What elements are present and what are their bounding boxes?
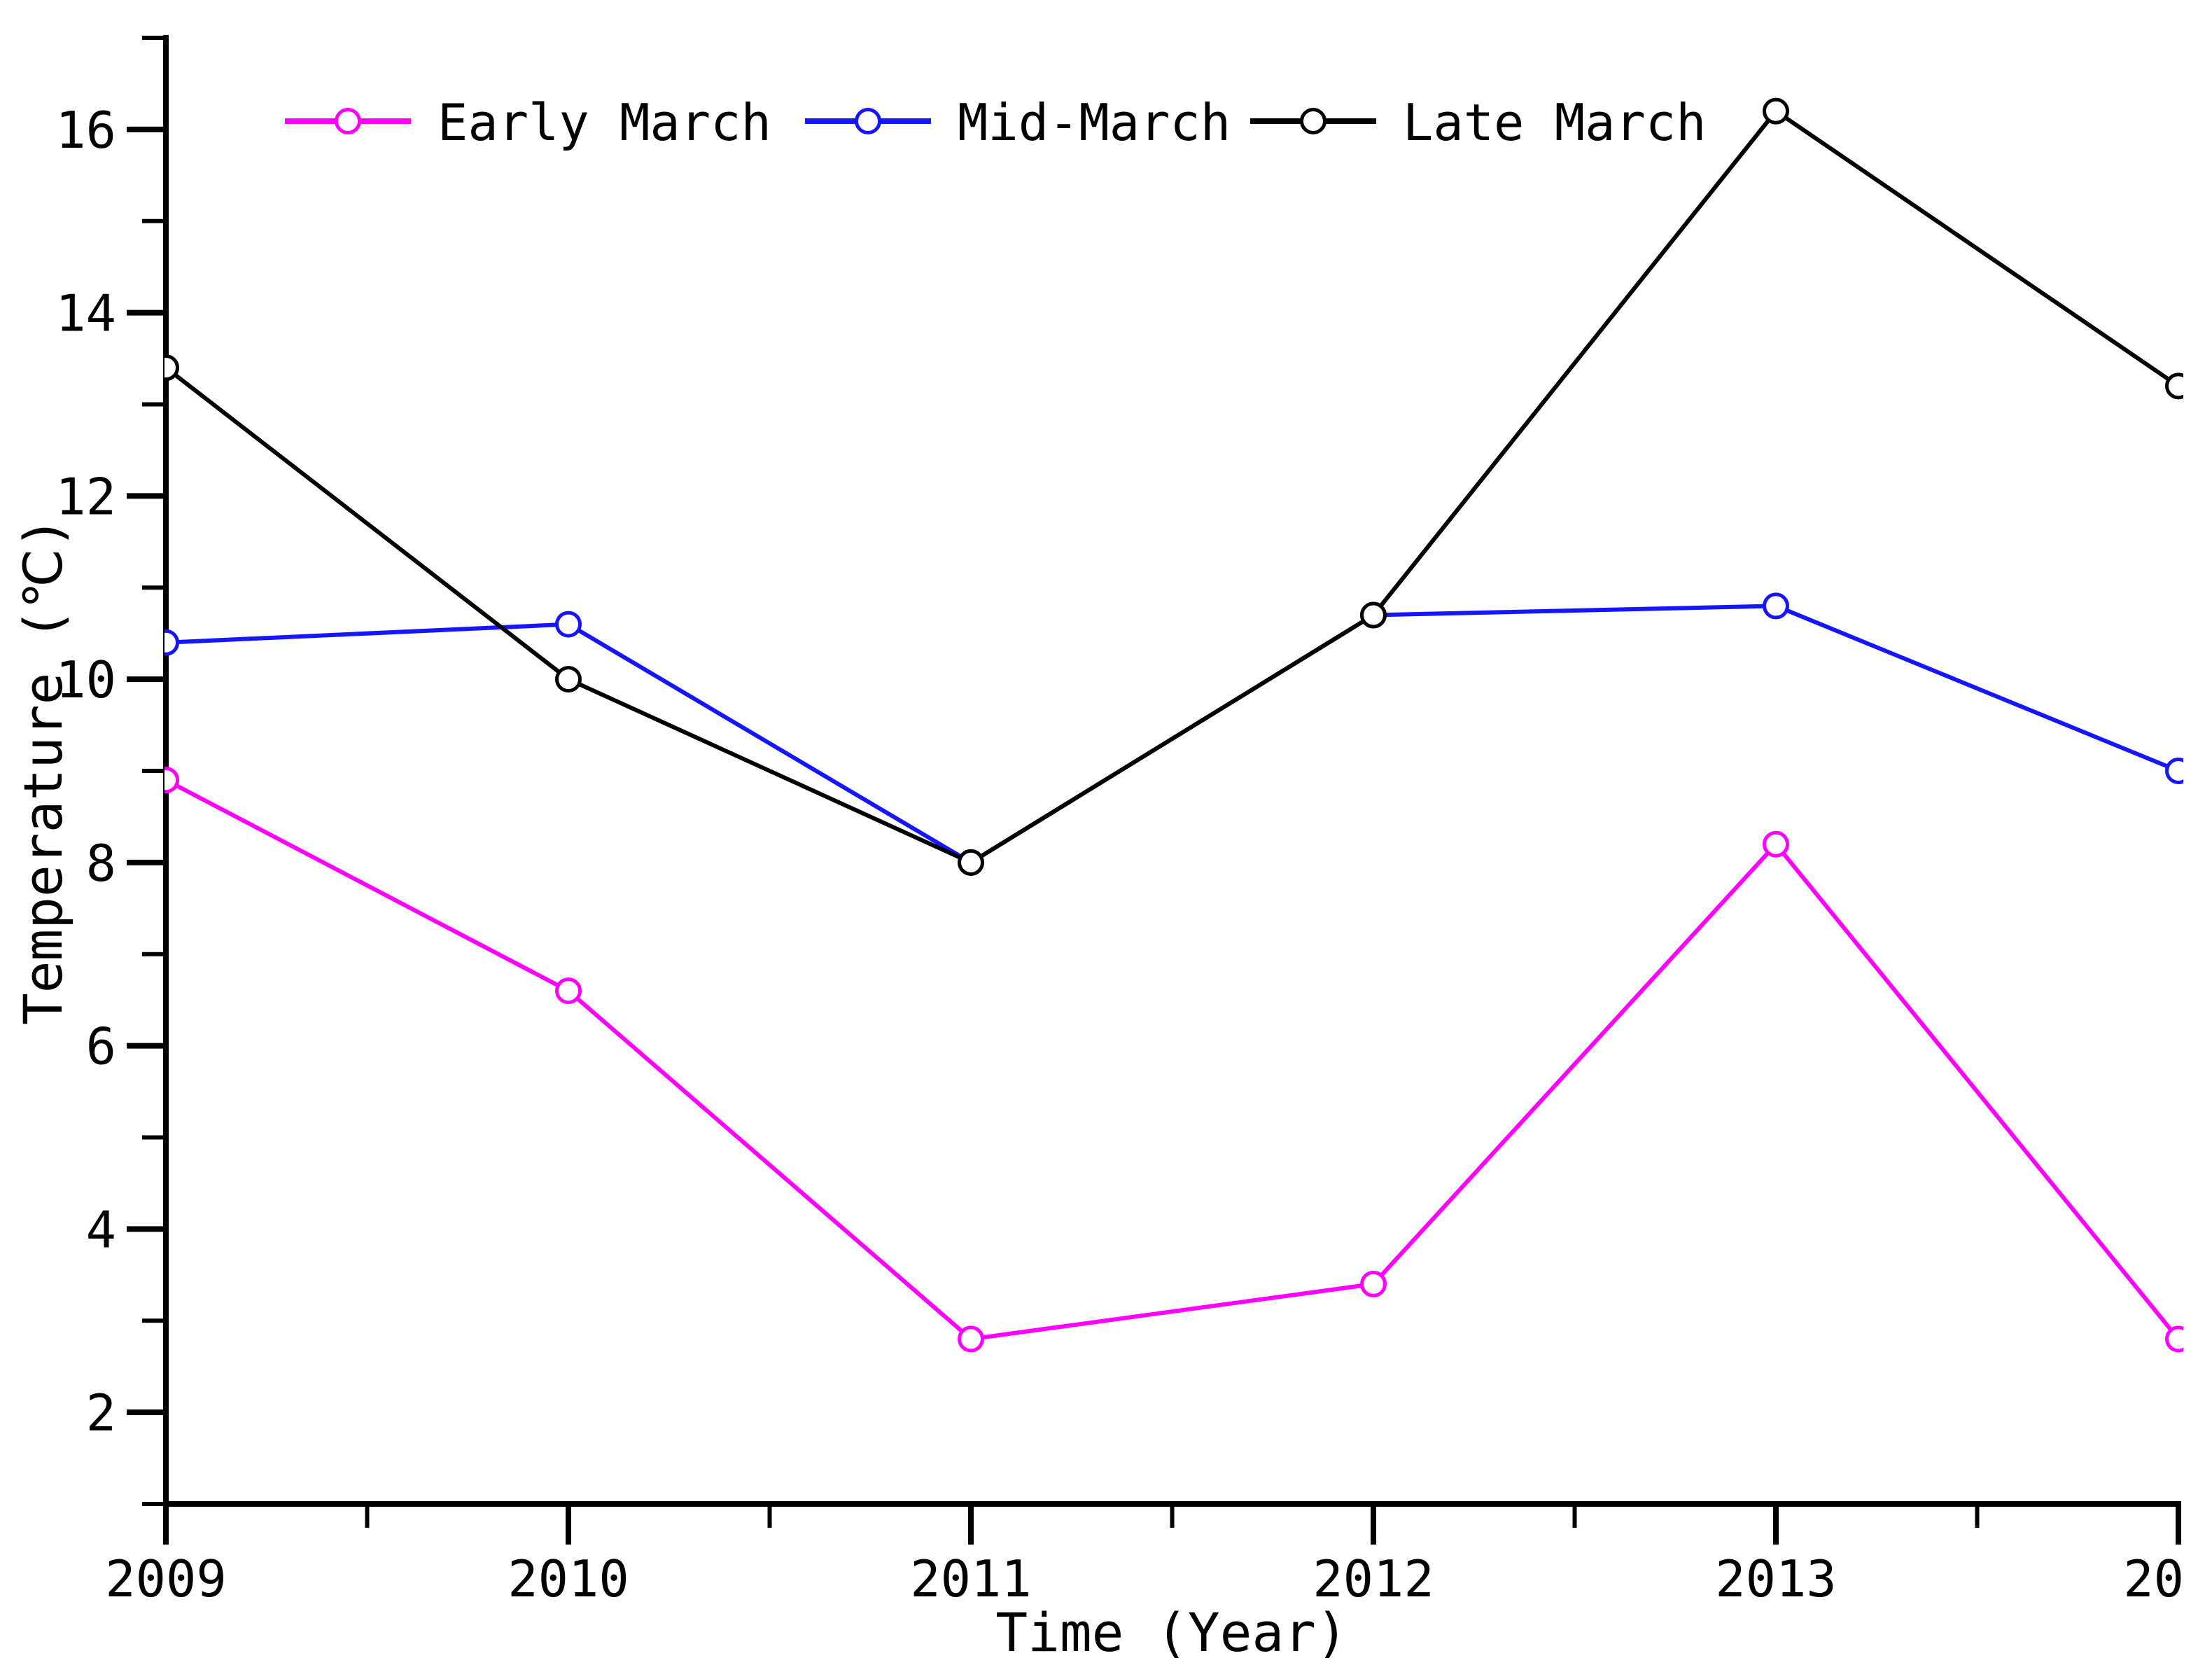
x-axis-title: Time (Year) (995, 1601, 1348, 1664)
x-tick-label: 20 (2123, 1549, 2184, 1608)
legend-item-mid-march: Mid-March (805, 93, 1231, 152)
series-line (165, 604, 2180, 865)
y-tick-label: 6 (86, 1017, 116, 1076)
y-tick-label: 10 (55, 650, 116, 709)
x-tick-label: 2013 (1715, 1549, 1836, 1608)
legend-marker-icon (335, 108, 361, 134)
y-tick-label: 14 (55, 284, 116, 343)
series-line (164, 778, 2180, 1342)
legend-item-early-march: Early March (285, 93, 771, 152)
data-point-marker (958, 849, 984, 876)
x-axis-ticks: 2009 2010 2011 2012 2013 20 (105, 1504, 2184, 1608)
data-point-marker (164, 629, 179, 656)
x-tick-label: 2010 (507, 1549, 629, 1608)
legend-marker-icon (855, 108, 881, 134)
series-early-march (164, 767, 2183, 1353)
y-tick-label: 4 (86, 1200, 116, 1259)
x-tick-label: 2011 (910, 1549, 1031, 1608)
legend-label: Early March (438, 93, 771, 152)
data-point-marker (2165, 372, 2183, 400)
data-point-marker (2165, 1325, 2183, 1353)
legend-marker-icon (1300, 108, 1326, 134)
y-axis-ticks: 2 4 6 8 10 12 14 16 (55, 36, 166, 1506)
data-point-marker (1763, 97, 1789, 125)
data-point-marker (1763, 592, 1789, 620)
axes (163, 35, 2181, 1507)
data-point-marker (164, 354, 179, 382)
data-point-marker (958, 1325, 984, 1353)
data-point-marker (1360, 1270, 1387, 1297)
y-tick-label: 12 (55, 467, 116, 526)
x-tick-label: 2012 (1312, 1549, 1434, 1608)
legend-label: Mid-March (958, 93, 1231, 152)
data-point-marker (555, 611, 582, 638)
x-tick-label: 2009 (105, 1549, 226, 1608)
y-axis-title: Temperature (℃) (12, 517, 74, 1025)
legend-item-late-march: Late March (1250, 93, 1706, 152)
legend: Early March Mid-March Late March (285, 93, 1706, 152)
data-point-marker (1360, 601, 1387, 629)
data-point-marker (555, 666, 582, 693)
series-group (164, 97, 2183, 1353)
y-tick-label: 8 (86, 834, 116, 893)
series-mid-march (164, 592, 2183, 876)
y-tick-label: 16 (55, 101, 116, 160)
data-point-marker (555, 977, 582, 1005)
series-late-march (164, 97, 2183, 876)
data-point-marker (164, 767, 179, 794)
series-line (164, 108, 2180, 865)
y-tick-label: 2 (86, 1384, 116, 1442)
data-point-marker (1763, 830, 1789, 858)
legend-label: Late March (1403, 93, 1706, 152)
data-point-marker (2165, 758, 2183, 784)
